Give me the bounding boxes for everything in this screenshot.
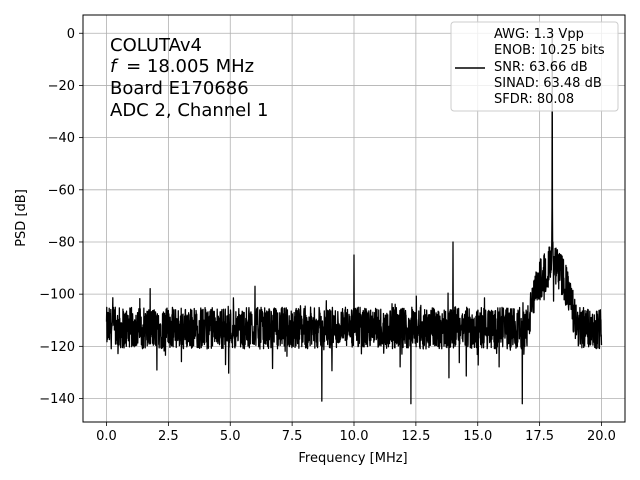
psd-series-line: [105, 32, 603, 405]
y-axis-label: PSD [dB]: [14, 189, 29, 247]
y-tick-label: −20: [48, 79, 75, 94]
legend: AWG: 1.3 Vpp ENOB: 10.25 bits SNR: 63.66…: [450, 21, 619, 112]
grid: [83, 15, 625, 422]
y-tick-label: −120: [39, 340, 75, 355]
data-series-layer: [105, 32, 603, 405]
x-tick-label: 10.0: [340, 429, 369, 444]
annotation-frequency-symbol: f: [110, 56, 119, 77]
legend-entry-snr: SNR: 63.66 dB: [494, 60, 588, 75]
axis-ticks: 0.0 2.5 5.0 7.5 10.0 12.5 15.0 17.5 20.0 0 −20 −40 −…: [39, 27, 616, 444]
x-tick-label: 5.0: [220, 429, 241, 444]
y-tick-label: 0: [67, 27, 75, 42]
x-axis-label: Frequency [MHz]: [298, 451, 407, 466]
legend-entry-enob: ENOB: 10.25 bits: [494, 43, 605, 58]
x-tick-label: 20.0: [587, 429, 616, 444]
y-tick-label: −140: [39, 392, 75, 407]
annotation-box: COLUTAv4 f = 18.005 MHz Board E170686 AD…: [110, 35, 268, 121]
legend-entry-sinad: SINAD: 63.48 dB: [494, 76, 602, 91]
y-tick-label: −80: [48, 235, 75, 250]
y-tick-label: −100: [39, 288, 75, 303]
legend-entry-awg: AWG: 1.3 Vpp: [494, 27, 584, 42]
annotation-line-1: COLUTAv4: [110, 35, 202, 56]
x-tick-label: 15.0: [463, 429, 492, 444]
x-tick-label: 17.5: [525, 429, 554, 444]
annotation-line-4: ADC 2, Channel 1: [110, 100, 268, 121]
y-tick-label: −40: [48, 131, 75, 146]
y-tick-label: −60: [48, 183, 75, 198]
annotation-frequency-value: = 18.005 MHz: [126, 56, 254, 77]
legend-box: [450, 21, 619, 112]
x-tick-label: 12.5: [401, 429, 430, 444]
x-tick-label: 2.5: [158, 429, 179, 444]
annotation-line-3: Board E170686: [110, 78, 249, 99]
x-tick-label: 7.5: [282, 429, 303, 444]
x-tick-label: 0.0: [96, 429, 117, 444]
legend-entry-sfdr: SFDR: 80.08: [494, 92, 574, 107]
annotation-line-2: f = 18.005 MHz: [110, 56, 254, 77]
